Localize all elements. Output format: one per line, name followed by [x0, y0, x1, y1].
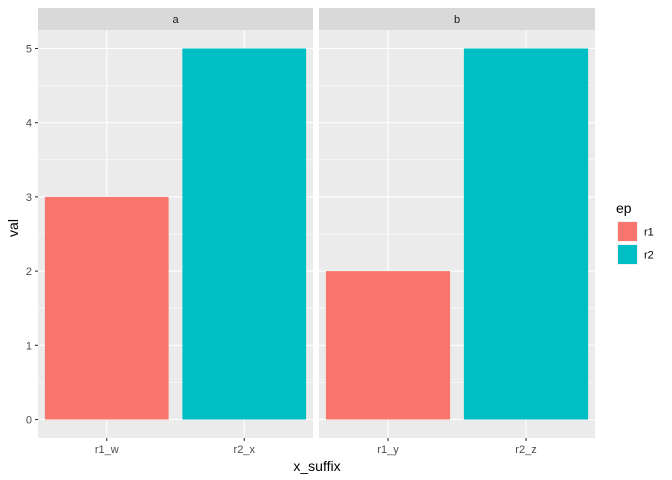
facet-strip-b [319, 8, 595, 30]
legend-label: r1 [644, 227, 654, 239]
legend-label: r2 [644, 250, 654, 262]
facet-strip-label: a [172, 14, 179, 26]
bar-a-r2_x [182, 48, 307, 420]
y-tick-label: 0 [26, 415, 32, 427]
y-tick-label: 3 [26, 192, 32, 204]
bar-a-r1_w [44, 196, 169, 420]
facet-strip-label: b [454, 14, 460, 26]
y-axis-title: val [5, 219, 21, 237]
legend-key-swatch [618, 222, 637, 241]
y-tick-label: 5 [26, 44, 32, 56]
legend-key-swatch [618, 245, 637, 264]
facet-panel-a: a r1_w r2_x [38, 8, 313, 456]
legend-title: ep [616, 200, 632, 216]
y-tick-label: 2 [26, 266, 32, 278]
bar-b-r1_y [325, 271, 451, 420]
x-axis-title: x_suffix [293, 458, 340, 474]
facet-panel-b: b r1_y r2_z [319, 8, 595, 456]
y-tick-label: 4 [26, 118, 32, 130]
bar-b-r2_z [463, 48, 589, 420]
legend: r1 r2 [617, 221, 654, 265]
x-tick-label: r1_y [377, 444, 399, 456]
y-axis: 0 1 2 3 4 5 [26, 44, 38, 427]
x-tick-label: r1_w [95, 444, 119, 456]
x-tick-label: r2_z [515, 444, 536, 456]
x-tick-label: r2_x [234, 444, 256, 456]
y-tick-label: 1 [26, 340, 32, 352]
facet-strip-a [38, 8, 313, 30]
